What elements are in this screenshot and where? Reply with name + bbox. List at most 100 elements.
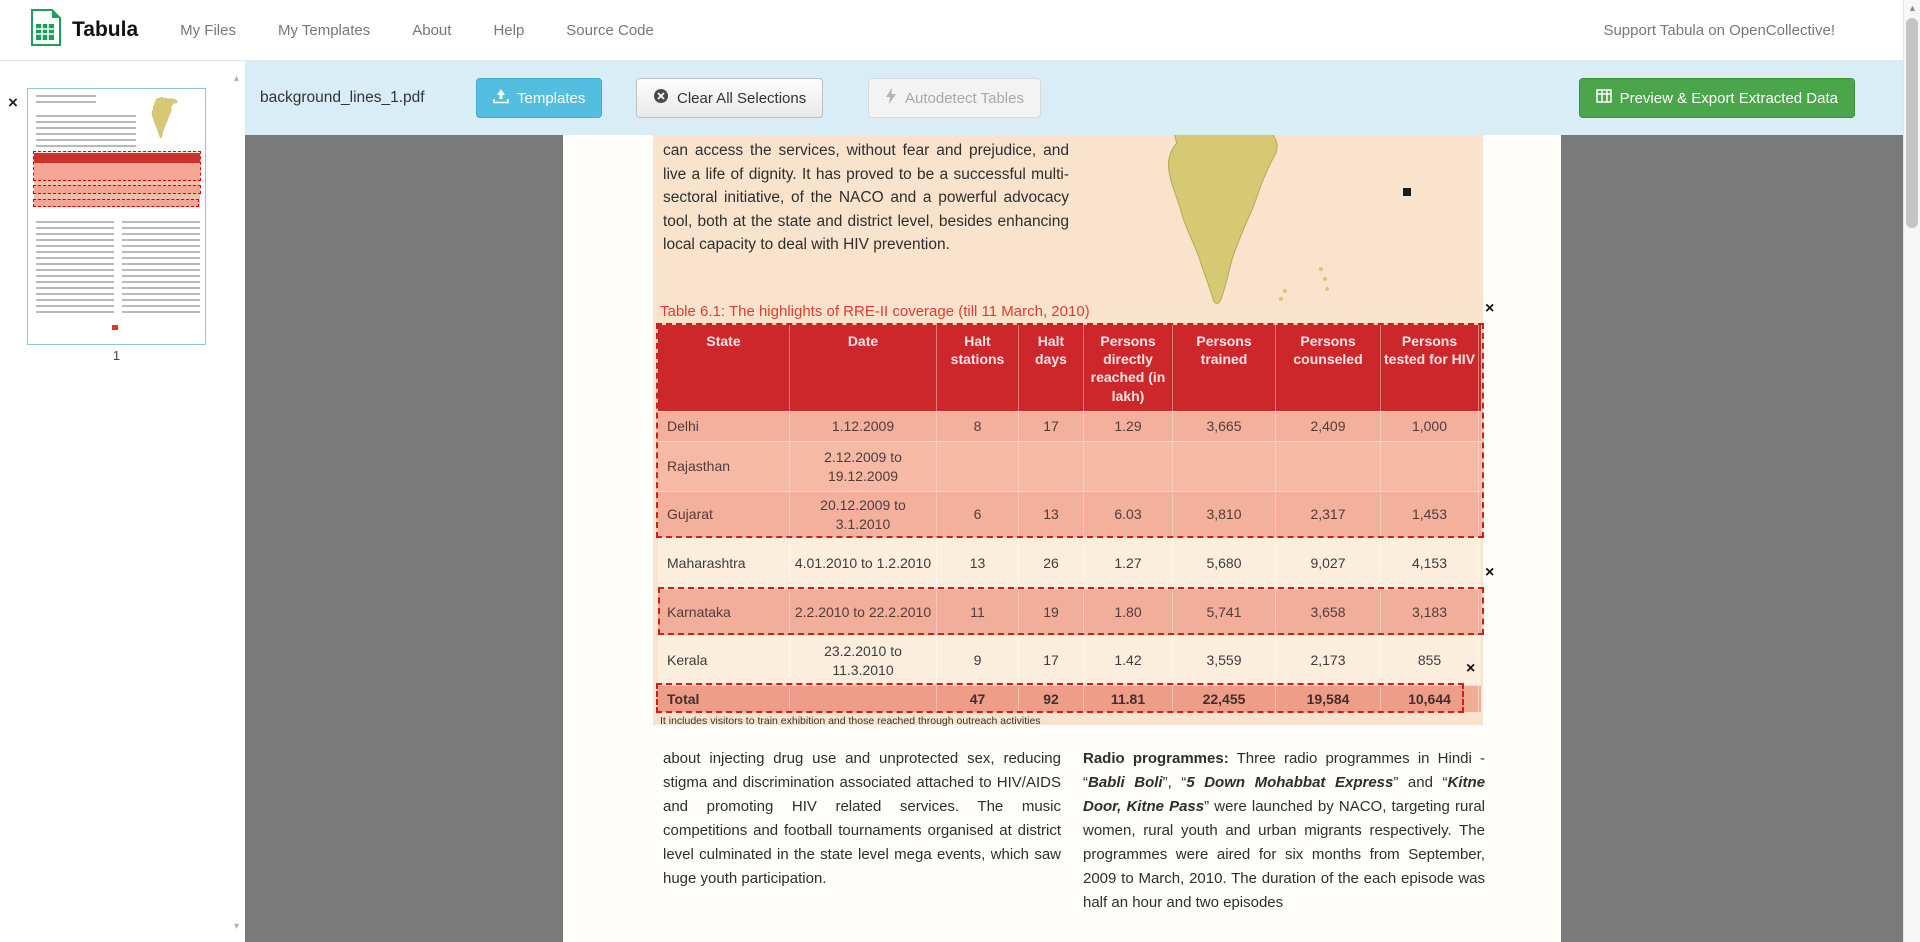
cell [1381,442,1479,491]
scrollbar-thumb[interactable] [1906,18,1918,228]
pdf-canvas: can access the services, without fear an… [245,135,1903,942]
cell: 855 [1381,636,1479,685]
selection-region-1[interactable] [656,323,1484,538]
scrollbar-up-icon[interactable]: ▲ [1908,3,1917,13]
window-scrollbar[interactable]: ▲ [1903,0,1920,942]
thumb-selection-3 [33,199,199,207]
selection-region-2[interactable] [658,587,1484,635]
cell: 11.81 [1084,686,1173,712]
cell: 3,665 [1173,412,1276,441]
cell-state: Delhi [658,412,790,441]
table-row: Maharashtra 4.01.2010 to 1.2.2010 13 26 … [658,537,1481,589]
cell: 26 [1019,538,1084,589]
templates-button[interactable]: Templates [476,78,603,118]
header-cell: Halt days [1019,325,1084,411]
selection-region-3[interactable] [656,683,1464,713]
selection-3-close-icon[interactable]: × [1466,660,1476,677]
cell: 3,810 [1173,492,1276,537]
cell: 22,455 [1173,686,1276,712]
cell: 17 [1019,412,1084,441]
cell-state: Kerala [658,636,790,685]
preview-export-button[interactable]: Preview & Export Extracted Data [1578,78,1855,118]
nav-my-files[interactable]: My Files [180,21,236,39]
nav-source-code[interactable]: Source Code [566,21,654,39]
selection-1-close-icon[interactable]: × [1485,300,1495,317]
cell: 47 [937,686,1019,712]
cell-date: 2.2.2010 to 22.2.2010 [790,590,937,635]
nav-my-templates[interactable]: My Templates [277,21,371,39]
table-row: Gujarat 20.12.2009 to 3.1.2010 6 13 6.03… [658,491,1481,537]
left-text-column: about injecting drug use and unprotected… [663,750,1061,887]
cell: 3,183 [1381,590,1479,635]
cell: 1,000 [1381,412,1479,441]
cell: 9,027 [1276,538,1381,589]
nav-support-link[interactable]: Support Tabula on OpenCollective! [1603,21,1835,39]
thumb-paragraph-lines [36,115,136,147]
map-legend-marker [1403,188,1411,196]
page-thumbnail-sidebar: × 1 ▴ ▾ [0,61,245,942]
table-icon [1595,89,1612,107]
lightning-icon [885,88,897,108]
cell: 1.27 [1084,538,1173,589]
selection-2-close-icon[interactable]: × [1485,564,1495,581]
thumb-left-column-lines [36,221,114,315]
top-paragraph: can access the services, without fear an… [663,142,1069,253]
brand-link[interactable]: Tabula [28,8,139,52]
cell: 8 [937,412,1019,441]
header-cell: Date [790,325,937,411]
nav-help[interactable]: Help [493,21,525,39]
sidebar-scroll-down-icon[interactable]: ▾ [233,921,239,932]
cell: 3,559 [1173,636,1276,685]
right-text-column: Radio programmes: Three radio programmes… [1083,747,1485,915]
radio-programmes-lead: Radio programmes: [1083,750,1229,767]
right-column-text: ” were launched by NACO, targeting rural… [1083,798,1485,911]
cell [1084,442,1173,491]
cell-state: Karnataka [658,590,790,635]
programme-title: Babli Boli [1088,774,1163,791]
cell: 19 [1019,590,1084,635]
india-map-image [1135,135,1347,311]
programme-title: Kitne Door, Kitne Pass [1083,774,1486,815]
cell: 11 [937,590,1019,635]
cell: 19,584 [1276,686,1381,712]
remove-page-icon[interactable]: × [8,93,18,112]
autodetect-tables-button[interactable]: Autodetect Tables [868,78,1041,118]
right-column-text: Three radio programmes in Hindi - “ [1083,750,1485,791]
tabula-logo-icon [28,8,62,52]
header-cell: Persons directly reached (in lakh) [1084,325,1173,411]
pdf-page[interactable]: can access the services, without fear an… [563,135,1561,942]
page-number-label: 1 [112,348,121,363]
cell [1019,442,1084,491]
data-table: State Date Halt stations Halt days Perso… [658,325,1481,712]
table-row: Kerala 23.2.2010 to 11.3.2010 9 17 1.42 … [658,635,1481,685]
cell [937,442,1019,491]
cell-date: 23.2.2010 to 11.3.2010 [790,636,937,685]
nav-about[interactable]: About [412,21,452,39]
sidebar-scroll-up-icon[interactable]: ▴ [233,73,239,84]
right-column-text: ”, “ [1162,774,1187,791]
cell: 13 [1019,492,1084,537]
thumb-header-lines [36,95,96,103]
cell: 1,453 [1381,492,1479,537]
cell: 5,741 [1173,590,1276,635]
remove-circle-icon [653,88,669,108]
templates-label: Templates [517,89,586,107]
clear-all-selections-button[interactable]: Clear All Selections [636,78,824,118]
cell: 92 [1019,686,1084,712]
header-cell: Persons tested for HIV [1381,325,1479,411]
templates-icon [493,88,509,108]
table-row: Delhi 1.12.2009 8 17 1.29 3,665 2,409 1,… [658,411,1481,441]
page-1-thumbnail[interactable] [27,88,206,345]
cell: 13 [937,538,1019,589]
cell: 2,409 [1276,412,1381,441]
preview-export-label: Preview & Export Extracted Data [1619,89,1838,107]
header-cell: Persons counseled [1276,325,1381,411]
brand-name: Tabula [72,18,139,41]
cell: 2,173 [1276,636,1381,685]
programme-title: 5 Down Mohabbat Express [1186,774,1394,791]
cell: 10,644 [1381,686,1479,712]
document-filename: background_lines_1.pdf [260,89,425,106]
cell [1276,442,1381,491]
cell: 17 [1019,636,1084,685]
